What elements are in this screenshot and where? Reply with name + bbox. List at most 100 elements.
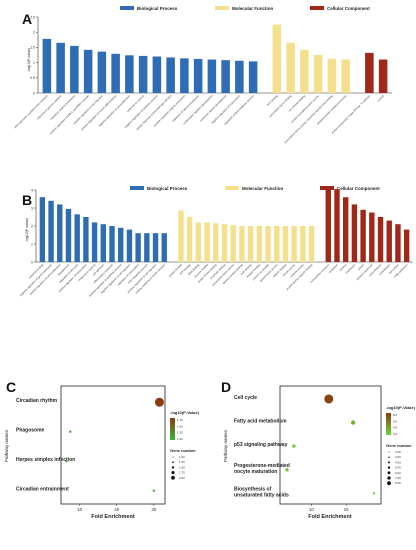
bar — [180, 58, 189, 93]
size-legend-tick: 1.25 — [179, 460, 185, 464]
bar — [235, 60, 244, 93]
panel-d-ylabel: Pathway names — [223, 429, 228, 462]
size-legend-tick: 1.00 — [179, 455, 185, 459]
x-tick-label: transcription factor activity, sequence-… — [283, 93, 334, 144]
size-legend-tick: 2.00 — [179, 476, 185, 480]
pathway-point — [154, 397, 164, 407]
legend-entry: Cellular Component — [337, 186, 380, 191]
y-tick-label: 0.5 — [30, 76, 35, 80]
x-tick-label: proton-transporting V-type ATPase, V1 do… — [330, 93, 371, 134]
panel-b: B Biological Process Molecular Function Ce… — [18, 186, 413, 297]
bar — [83, 217, 89, 262]
x-tick-label: ATP binding — [266, 93, 279, 106]
x-tick-label: regulation of gene expression — [49, 93, 76, 120]
bar — [239, 226, 245, 262]
color-legend-tick: 5.0 — [393, 419, 398, 423]
color-legend-title: -log10(P-Value) — [170, 410, 200, 415]
legend-swatch — [120, 6, 134, 10]
y-tick-label: 1 — [31, 242, 33, 246]
panel-b-ylabel: -log10(P-value) — [25, 218, 29, 242]
legend-swatch — [215, 6, 229, 10]
bar — [213, 223, 219, 262]
color-legend-tick: 4.0 — [393, 426, 398, 430]
y-tick-label: 3 — [31, 206, 33, 210]
pathway-label: Fatty acid metabolism — [234, 419, 287, 425]
panel-c-plot-frame — [60, 385, 166, 505]
legend-swatch — [320, 186, 334, 190]
bar — [313, 55, 323, 93]
legend-entry: Molecular Function — [242, 186, 284, 191]
x-tick-label: ventricular septum development — [199, 94, 228, 123]
x-tick-label: negative regulation of gene expression — [18, 262, 53, 297]
x-tick-label: 10 — [309, 507, 315, 512]
bar — [193, 58, 203, 93]
bar — [256, 226, 263, 262]
bar — [83, 49, 93, 93]
pathway-label: Circadian entrainment — [16, 487, 69, 493]
pathway-label: Phagosome — [16, 428, 45, 434]
bar — [39, 197, 46, 262]
x-tick-label: 15 — [344, 507, 350, 512]
pathway-label: Progesterone-mediated oocyte maturation — [234, 463, 290, 475]
panel-a-y-ticks: 0 0.5 1 1.5 2 2.5 — [30, 15, 38, 95]
y-tick-label: 2 — [31, 224, 33, 228]
bar — [308, 226, 315, 262]
size-legend-dot — [172, 456, 174, 458]
bar — [325, 188, 331, 262]
bar — [207, 59, 217, 93]
bar — [57, 204, 63, 262]
bar — [282, 226, 289, 262]
bar — [70, 45, 79, 93]
bar — [42, 38, 52, 93]
size-legend-tick: 5.00 — [395, 466, 401, 470]
panel-d-xlabel: Fold Enrichment — [308, 514, 352, 520]
panel-a-x-labels: ATP hydrolysis coupled proton transportr… — [13, 93, 385, 144]
size-legend-dot — [387, 481, 391, 486]
size-legend-tick: 7.00 — [395, 476, 401, 480]
legend-swatch — [310, 6, 324, 10]
bar — [118, 227, 124, 262]
bar — [300, 226, 306, 262]
color-legend-tick: 3.0 — [393, 432, 398, 436]
size-legend-dot — [171, 471, 175, 475]
bar — [65, 208, 72, 262]
bar — [300, 49, 309, 93]
bar — [178, 210, 184, 262]
pathway-label: Circadian rhythm — [16, 398, 58, 404]
bar — [166, 57, 175, 93]
pathway-label: Biosynthesis of unsaturated fatty acids — [234, 486, 289, 498]
color-legend-title: -log10(P-Value) — [386, 405, 416, 410]
size-legend-tick: 8.00 — [395, 481, 401, 485]
y-tick-label: 0 — [31, 260, 33, 264]
y-tick-label: 2 — [33, 31, 35, 35]
panel-c-label: C — [6, 379, 16, 395]
panel-c-xlabel: Fold Enrichment — [91, 514, 135, 520]
pathway-point — [152, 489, 156, 492]
bar — [395, 224, 401, 262]
panel-a: A Biological Process Molecular Function Ce… — [13, 6, 392, 144]
size-legend-dot — [172, 461, 174, 464]
x-tick-label: protein homodimerization activity — [290, 93, 320, 123]
panel-c-ylabel: Pathway names — [4, 429, 9, 462]
color-legend-tick: 1.50 — [177, 424, 183, 428]
x-tick-label: transcription factor binding — [268, 93, 293, 118]
pathway-point — [65, 460, 68, 463]
x-tick-label: response to gamma radiation — [36, 93, 63, 120]
bar — [341, 59, 350, 93]
panel-d-legend: -log10(P-Value) 6.0 5.0 4.0 3.0 Gene number 2.… — [386, 405, 416, 485]
size-legend-dot — [388, 461, 390, 464]
bar — [152, 233, 159, 262]
color-legend-tick: 1.25 — [177, 431, 183, 435]
bar — [403, 229, 410, 262]
bar — [386, 220, 392, 262]
size-legend-tick: 2.00 — [395, 450, 401, 454]
color-legend-tick: 6.0 — [393, 413, 398, 417]
pathway-label: Herpes simplex infection — [16, 457, 75, 463]
size-legend-dot — [171, 475, 175, 480]
size-legend-tick: 4.00 — [395, 460, 401, 464]
y-tick-label: 1.5 — [30, 46, 35, 50]
bar — [91, 222, 98, 262]
x-tick-label: nucleus — [338, 262, 348, 272]
legend-entry: Molecular Function — [232, 6, 274, 11]
